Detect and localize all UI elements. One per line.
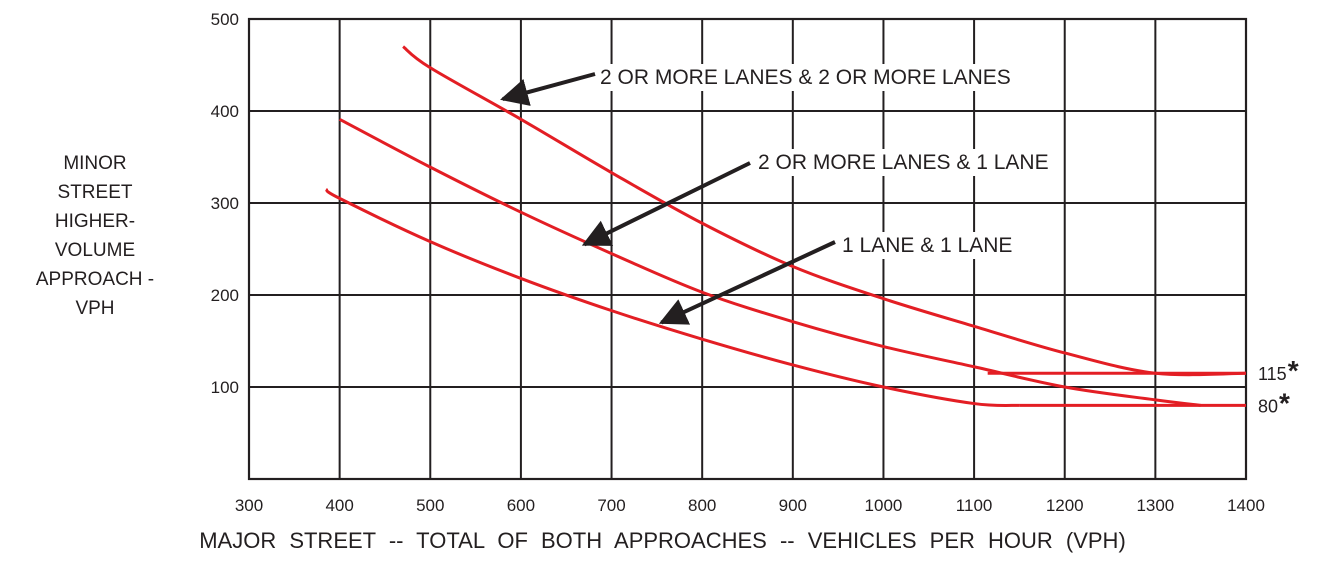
x-tick-label: 500: [416, 496, 444, 515]
x-axis-label: MAJOR STREET -- TOTAL OF BOTH APPROACHES…: [199, 528, 1126, 553]
series-line: [325, 187, 1020, 408]
series-line: [402, 45, 1247, 377]
annotation-arrow: [500, 72, 596, 106]
y-tick-label: 200: [211, 286, 239, 305]
asterisk-mark: *: [1279, 387, 1290, 418]
y-axis-label-line: VOLUME: [54, 240, 136, 261]
x-tick-label: 1400: [1227, 496, 1265, 515]
y-tick-label: 400: [211, 102, 239, 121]
y-axis-label-line: MINOR: [63, 153, 127, 174]
annotation-arrow: [658, 240, 836, 325]
x-tick-label: 400: [325, 496, 353, 515]
threshold-value-label: 115: [1258, 364, 1287, 384]
x-tick-label: 1000: [865, 496, 903, 515]
x-tick-label: 1100: [956, 496, 993, 515]
series-line: [338, 117, 1201, 407]
threshold-value-label: 80: [1258, 396, 1278, 416]
annotation-label-background: [838, 232, 1017, 259]
annotation-label: 1 LANE & 1 LANE: [842, 234, 1012, 257]
y-axis-label-line: APPROACH -: [35, 269, 155, 290]
x-tick-label: 700: [597, 496, 625, 515]
y-tick-label: 300: [211, 194, 239, 213]
x-tick-label: 300: [235, 496, 263, 515]
x-tick-label: 800: [688, 496, 716, 515]
x-tick-label: 600: [507, 496, 535, 515]
annotation-arrow: [581, 161, 751, 247]
y-axis-label-line: HIGHER-: [54, 211, 136, 232]
annotation-label-background: [596, 64, 1015, 91]
annotation-label-background: [754, 149, 1053, 176]
annotation-label: 2 OR MORE LANES & 1 LANE: [758, 151, 1049, 174]
plot-frame: [247, 17, 1248, 481]
y-tick-label: 100: [211, 378, 239, 397]
annotation-label: 2 OR MORE LANES & 2 OR MORE LANES: [600, 66, 1011, 89]
x-tick-label: 1300: [1136, 496, 1174, 515]
x-tick-label: 900: [779, 496, 807, 515]
y-axis-label-line: STREET: [57, 182, 133, 203]
x-tick-label: 1200: [1046, 496, 1084, 515]
y-axis-label-line: VPH: [75, 298, 115, 319]
y-tick-label: 500: [211, 10, 239, 29]
asterisk-mark: *: [1288, 355, 1299, 386]
